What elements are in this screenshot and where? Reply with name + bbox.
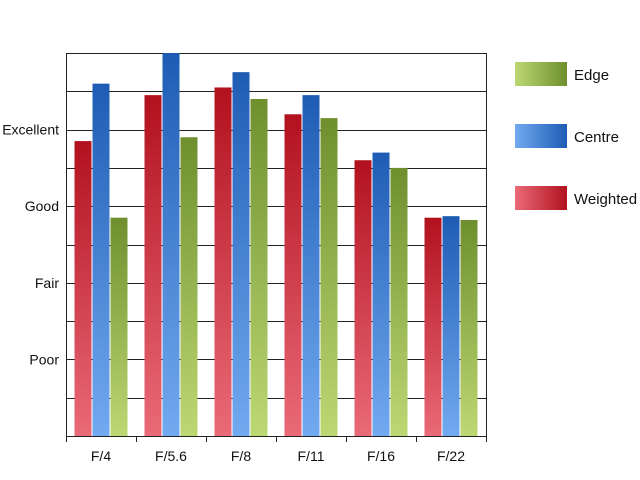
y-tick-label-fair: Fair bbox=[35, 275, 59, 291]
bar-weighted-f-11 bbox=[284, 114, 302, 436]
legend-swatch-edge bbox=[515, 62, 567, 86]
bar-centre-f-8 bbox=[232, 72, 250, 437]
x-tick-label-f-16: F/16 bbox=[367, 448, 395, 464]
legend-label-centre: Centre bbox=[574, 129, 619, 146]
x-tick-label-f-4: F/4 bbox=[91, 448, 111, 464]
bar-edge-f-8 bbox=[250, 98, 268, 437]
bar-edge-f-16 bbox=[390, 167, 408, 436]
bar-edge-f-22 bbox=[460, 219, 478, 436]
bar-edge-f-4 bbox=[110, 217, 128, 436]
legend: Edge Centre Weighted bbox=[515, 62, 637, 210]
gridlines bbox=[66, 53, 486, 399]
y-tick-labels: Poor Fair Good Excellent bbox=[2, 122, 59, 368]
bars bbox=[74, 53, 478, 437]
bar-centre-f-22 bbox=[442, 216, 460, 436]
axes bbox=[66, 53, 487, 442]
legend-label-edge: Edge bbox=[574, 67, 609, 84]
bar-weighted-f-5-6 bbox=[144, 95, 162, 436]
bar-centre-f-4 bbox=[92, 83, 110, 436]
x-tick-label-f-8: F/8 bbox=[231, 448, 251, 464]
bar-centre-f-11 bbox=[302, 95, 320, 436]
x-tick-labels: F/4 F/5.6 F/8 F/11 F/16 F/22 bbox=[91, 448, 465, 464]
y-tick-label-excellent: Excellent bbox=[2, 122, 59, 138]
y-tick-label-poor: Poor bbox=[29, 351, 59, 367]
x-tick-label-f-5-6: F/5.6 bbox=[155, 448, 187, 464]
x-tick-label-f-22: F/22 bbox=[437, 448, 465, 464]
legend-label-weighted: Weighted bbox=[574, 191, 637, 208]
bar-weighted-f-22 bbox=[424, 217, 442, 436]
bar-weighted-f-16 bbox=[354, 160, 372, 437]
bar-centre-f-16 bbox=[372, 152, 390, 436]
bar-edge-f-5-6 bbox=[180, 137, 198, 436]
legend-swatch-weighted bbox=[515, 186, 567, 210]
x-tick-label-f-11: F/11 bbox=[298, 448, 325, 464]
bar-weighted-f-4 bbox=[74, 141, 92, 436]
bar-edge-f-11 bbox=[320, 118, 338, 437]
bar-weighted-f-8 bbox=[214, 87, 232, 436]
legend-swatch-centre bbox=[515, 124, 567, 148]
y-tick-label-good: Good bbox=[25, 198, 59, 214]
bar-centre-f-5-6 bbox=[162, 53, 180, 436]
